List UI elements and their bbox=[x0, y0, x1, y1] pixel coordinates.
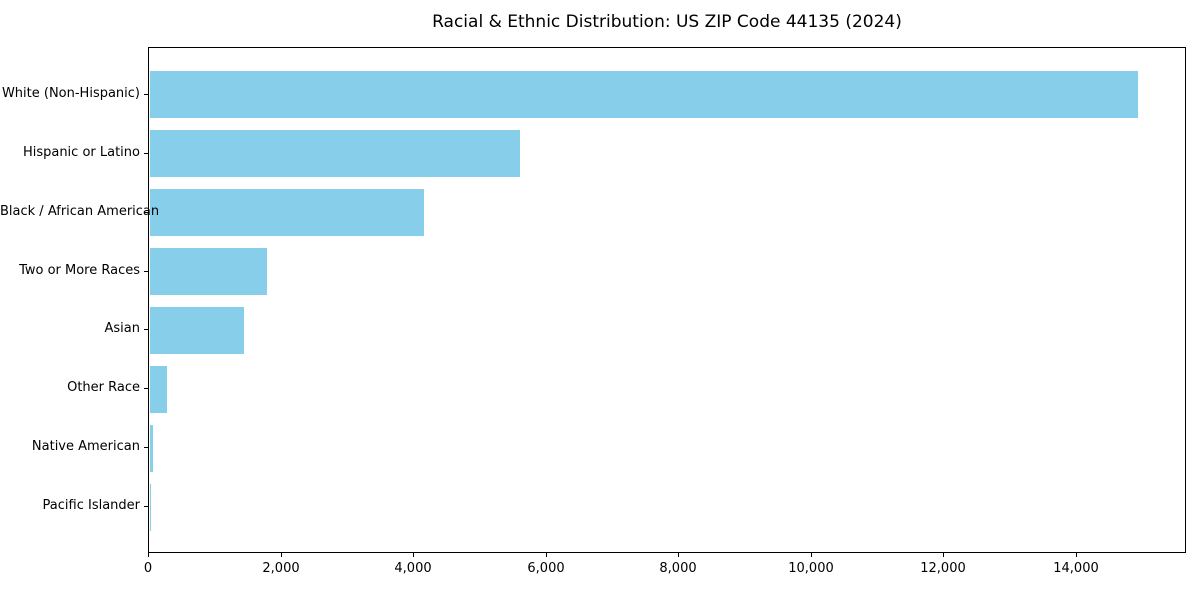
x-tick-mark bbox=[943, 553, 944, 557]
x-tick-label: 14,000 bbox=[1053, 561, 1099, 576]
y-tick-label: Other Race bbox=[67, 380, 140, 395]
x-tick-mark bbox=[546, 553, 547, 557]
x-tick-mark bbox=[811, 553, 812, 557]
bar bbox=[150, 483, 151, 531]
y-tick-label: Native American bbox=[31, 439, 140, 454]
y-tick-mark bbox=[144, 271, 148, 272]
chart-title: Racial & Ethnic Distribution: US ZIP Cod… bbox=[432, 12, 902, 32]
x-tick-mark bbox=[1076, 553, 1077, 557]
bar bbox=[150, 188, 424, 236]
x-tick-label: 10,000 bbox=[788, 561, 834, 576]
x-tick-mark bbox=[281, 553, 282, 557]
plot-area bbox=[148, 47, 1186, 553]
y-tick-label: Black / African American bbox=[0, 204, 160, 219]
x-tick-mark bbox=[413, 553, 414, 557]
bar bbox=[150, 71, 1138, 118]
y-tick-mark bbox=[144, 153, 148, 154]
y-tick-mark bbox=[144, 94, 148, 95]
x-tick-label: 8,000 bbox=[659, 561, 697, 576]
y-tick-mark bbox=[144, 506, 148, 507]
bar bbox=[150, 306, 244, 354]
bar bbox=[150, 424, 153, 472]
y-tick-mark bbox=[144, 329, 148, 330]
x-tick-label: 6,000 bbox=[527, 561, 565, 576]
y-tick-mark bbox=[144, 388, 148, 389]
y-tick-label: Two or More Races bbox=[19, 263, 140, 278]
bar bbox=[150, 247, 267, 295]
x-tick-label: 2,000 bbox=[262, 561, 300, 576]
y-tick-label: Pacific Islander bbox=[42, 498, 140, 513]
y-tick-mark bbox=[144, 212, 148, 213]
bar bbox=[150, 365, 167, 413]
x-tick-label: 12,000 bbox=[920, 561, 966, 576]
x-tick-mark bbox=[678, 553, 679, 557]
x-tick-label: 4,000 bbox=[394, 561, 432, 576]
x-tick-label: 0 bbox=[143, 561, 153, 576]
y-tick-label: Hispanic or Latino bbox=[22, 145, 140, 160]
bar bbox=[150, 129, 520, 177]
x-tick-mark bbox=[148, 553, 149, 557]
y-tick-mark bbox=[144, 447, 148, 448]
y-tick-label: Asian bbox=[104, 321, 140, 336]
y-tick-label: White (Non-Hispanic) bbox=[1, 86, 140, 101]
